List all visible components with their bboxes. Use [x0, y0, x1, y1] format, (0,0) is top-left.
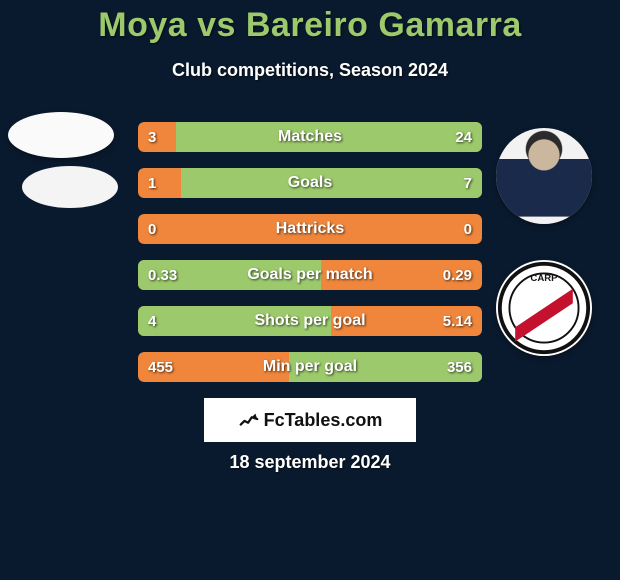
player-left-avatar-placeholder-2 [22, 166, 118, 208]
club-badge-label: CARP [530, 273, 558, 284]
player-silhouette-icon [496, 128, 592, 224]
stats-bars-container: 324Matches 17Goals 00Hattricks 0.330.29Goal… [138, 122, 482, 398]
stat-bar-track [138, 214, 482, 244]
date-text: 18 september 2024 [0, 452, 620, 473]
stat-bar-fill [176, 122, 482, 152]
club-badge-icon: CARP [496, 260, 592, 356]
stat-row: 324Matches [138, 122, 482, 152]
stat-bar-fill [289, 352, 482, 382]
player-right-club-badge: CARP [496, 260, 592, 356]
subtitle: Club competitions, Season 2024 [0, 60, 620, 81]
player-left-avatar-placeholder-1 [8, 112, 114, 158]
stat-bar-fill [138, 306, 331, 336]
fctables-watermark: FcTables.com [204, 398, 416, 442]
player-right-avatar [496, 128, 592, 224]
stat-row: 455356Min per goal [138, 352, 482, 382]
stat-row: 17Goals [138, 168, 482, 198]
stat-row: 0.330.29Goals per match [138, 260, 482, 290]
fctables-label: FcTables.com [264, 410, 383, 431]
stat-bar-fill [181, 168, 482, 198]
page-title: Moya vs Bareiro Gamarra [0, 6, 620, 45]
stat-row: 45.14Shots per goal [138, 306, 482, 336]
stat-bar-fill [138, 260, 321, 290]
stat-row: 00Hattricks [138, 214, 482, 244]
fctables-logo-icon [238, 409, 260, 431]
